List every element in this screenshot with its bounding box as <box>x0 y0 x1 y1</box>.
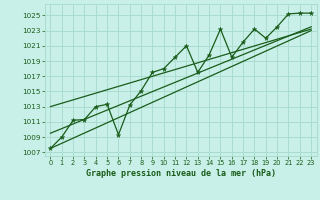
X-axis label: Graphe pression niveau de la mer (hPa): Graphe pression niveau de la mer (hPa) <box>86 169 276 178</box>
